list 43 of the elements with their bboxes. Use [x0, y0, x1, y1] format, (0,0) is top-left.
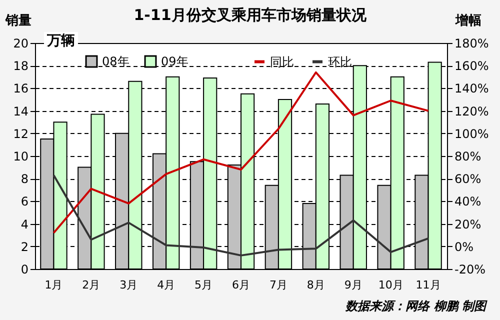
- y2-tick-label: 0%: [454, 240, 474, 254]
- y-tick-label: 12: [13, 126, 28, 141]
- chart-title: 1-11月份交叉乘用车市场销量状况: [134, 6, 366, 24]
- legend-label: 09年: [161, 54, 188, 69]
- y2-tick-label: 100%: [454, 126, 489, 141]
- x-tick-label: 11月: [416, 278, 441, 292]
- y2-tick-label: 60%: [454, 172, 482, 186]
- y2-tick-label: 80%: [454, 150, 482, 164]
- y-tick-label: 6: [20, 194, 28, 209]
- y-tick-label: 8: [20, 172, 28, 186]
- y-tick-label: 20: [13, 36, 28, 50]
- x-tick-label: 3月: [120, 278, 138, 292]
- y-tick-label: 18: [13, 59, 28, 74]
- x-tick-label: 6月: [232, 278, 250, 292]
- y2-tick-label: 160%: [454, 59, 489, 74]
- y2-tick-label: -20%: [454, 262, 486, 276]
- x-tick-label: 5月: [194, 278, 213, 292]
- y2-tick-label: 120%: [454, 104, 489, 118]
- legend-label: 环比: [328, 54, 352, 69]
- x-tick-label: 2月: [82, 278, 100, 292]
- x-tick-label: 1月: [44, 278, 63, 292]
- x-tick-label: 4月: [157, 278, 176, 292]
- legend-label: 08年: [102, 54, 130, 69]
- x-tick-label: 10月: [378, 278, 404, 292]
- y-axis-title: 销量: [4, 14, 32, 28]
- line-series: [52, 71, 430, 234]
- y-tick-label: 16: [13, 82, 28, 96]
- annotation: 万辆: [44, 32, 78, 50]
- y-tick-label: 14: [13, 104, 28, 118]
- y2-tick-label: 140%: [454, 82, 489, 96]
- y-tick-label: 4: [20, 217, 28, 232]
- x-tick-label: 8月: [306, 278, 325, 292]
- y-tick-label: 0: [20, 262, 28, 276]
- y2-tick-label: 40%: [454, 194, 482, 209]
- y2-tick-label: 20%: [454, 217, 482, 232]
- y2-tick-label: 180%: [454, 36, 489, 50]
- y-tick-label: 2: [20, 240, 28, 254]
- line-series: [52, 174, 430, 256]
- y-tick-label: 10: [13, 150, 28, 164]
- x-tick-label: 9月: [344, 278, 362, 292]
- y2-axis-title: 增幅: [454, 14, 482, 28]
- x-tick-label: 7月: [269, 278, 288, 292]
- source-note: 数据来源：网络 柳鹏 制图: [346, 298, 486, 315]
